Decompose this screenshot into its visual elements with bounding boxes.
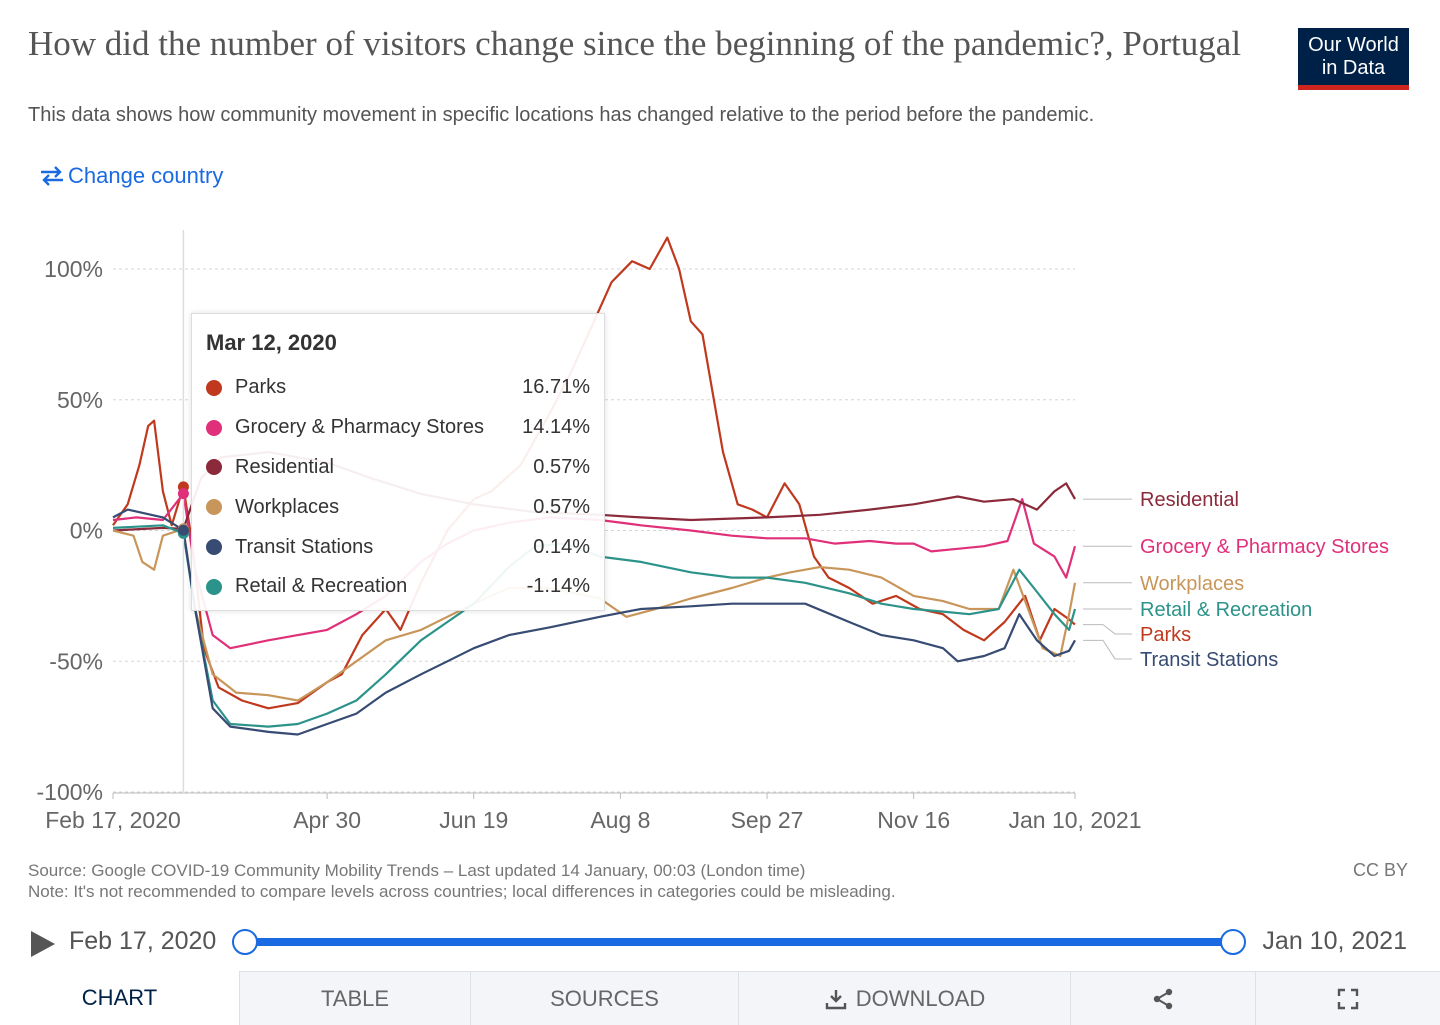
tooltip-series-value: 14.14% — [522, 416, 590, 439]
chart-subtitle: This data shows how community movement i… — [28, 104, 1095, 126]
change-country-button[interactable]: Change country — [38, 163, 223, 189]
series-end-label-transit[interactable]: Transit Stations — [1140, 649, 1278, 671]
timeline-end-label: Jan 10, 2021 — [1262, 927, 1407, 955]
series-dot — [206, 379, 222, 396]
series-end-label-parks[interactable]: Parks — [1140, 624, 1191, 646]
tab-bar: CHART TABLE SOURCES DOWNLOAD — [0, 971, 1440, 1025]
tooltip-series-name: Transit Stations — [235, 535, 374, 558]
series-end-label-retail[interactable]: Retail & Recreation — [1140, 599, 1312, 621]
series-dot — [206, 578, 222, 595]
series-end-label-grocery[interactable]: Grocery & Pharmacy Stores — [1140, 536, 1389, 558]
tooltip-row: Residential 0.57% — [206, 448, 590, 488]
tooltip-series-value: -1.14% — [526, 575, 590, 598]
license-link[interactable]: CC BY — [1352, 860, 1408, 880]
hover-tooltip: Mar 12, 2020 Parks 16.71% Grocery & Pharma… — [191, 313, 605, 611]
line-chart[interactable]: 100% 50% 0% -50% -100% Feb 17, 2020 Apr 30 Jun… — [0, 210, 1440, 850]
x-tick-label: Aug 8 — [590, 807, 650, 833]
series-end-label-residential[interactable]: Residential — [1140, 489, 1239, 511]
tooltip-row: Transit Stations 0.14% — [206, 527, 590, 567]
hover-dot-grocery — [177, 488, 189, 500]
tooltip-series-name: Retail & Recreation — [235, 575, 408, 598]
timeline[interactable]: Feb 17, 2020 Jan 10, 2021 — [0, 920, 1440, 964]
y-axis-ticks: 100% 50% 0% -50% -100% — [37, 256, 103, 805]
y-tick-label: 50% — [57, 387, 103, 413]
tooltip-series-value: 0.57% — [533, 495, 590, 518]
timeline-track[interactable] — [245, 938, 1232, 946]
x-tick-label: Sep 27 — [731, 807, 804, 833]
timeline-start-handle[interactable] — [232, 929, 258, 955]
logo-line-1: Our World — [1308, 34, 1399, 56]
series-dot — [206, 459, 222, 476]
share-button[interactable] — [1070, 971, 1255, 1025]
series-dot — [206, 499, 222, 516]
y-tick-label: 0% — [70, 518, 103, 544]
y-tick-label: -50% — [49, 648, 103, 674]
tooltip-date: Mar 12, 2020 — [206, 330, 337, 355]
tab-table[interactable]: TABLE — [239, 971, 470, 1025]
series-end-label-workplaces[interactable]: Workplaces — [1140, 573, 1244, 595]
x-tick-label: Apr 30 — [293, 807, 361, 833]
source-note: Source: Google COVID-19 Community Mobili… — [28, 860, 896, 902]
source-text: Source: Google COVID-19 Community Mobili… — [28, 861, 806, 880]
note-text: Note: It's not recommended to compare le… — [28, 882, 896, 901]
play-icon[interactable] — [31, 931, 55, 957]
tooltip-series-value: 0.14% — [533, 535, 590, 558]
tab-chart[interactable]: CHART — [0, 971, 239, 1025]
tooltip-row: Grocery & Pharmacy Stores 14.14% — [206, 408, 590, 448]
share-icon — [1153, 988, 1173, 1009]
series-dot — [206, 539, 222, 556]
swap-arrows-icon — [41, 166, 63, 186]
label-connector — [1083, 639, 1132, 660]
timeline-end-handle[interactable] — [1220, 929, 1246, 955]
tooltip-series-value: 0.57% — [533, 455, 590, 478]
series-dot — [206, 419, 222, 436]
timeline-start-label: Feb 17, 2020 — [69, 927, 217, 955]
series-end-labels[interactable]: Residential Grocery & Pharmacy Stores Work… — [1083, 489, 1389, 671]
tooltip-rows: Parks 16.71% Grocery & Pharmacy Stores 14.1… — [206, 368, 590, 607]
tab-sources[interactable]: SOURCES — [470, 971, 738, 1025]
label-connector — [1083, 624, 1132, 635]
x-tick-label: Jan 10, 2021 — [1008, 807, 1141, 833]
chart-title: How did the number of visitors change si… — [28, 24, 1242, 63]
x-tick-label: Nov 16 — [877, 807, 950, 833]
tooltip-series-value: 16.71% — [522, 376, 590, 399]
owid-logo[interactable]: Our World in Data — [1298, 28, 1409, 90]
x-tick-label: Feb 17, 2020 — [45, 807, 181, 833]
y-tick-label: -100% — [37, 779, 103, 805]
tooltip-series-name: Residential — [235, 455, 334, 478]
tooltip-series-name: Workplaces — [235, 495, 340, 518]
fullscreen-button[interactable] — [1255, 971, 1440, 1025]
series-line-grocery[interactable] — [112, 492, 1077, 650]
x-tick-label: Jun 19 — [439, 807, 508, 833]
y-tick-label: 100% — [44, 256, 103, 282]
series-line-transit[interactable] — [112, 508, 1076, 736]
change-country-label: Change country — [68, 163, 224, 188]
x-axis-ticks: Feb 17, 2020 Apr 30 Jun 19 Aug 8 Sep 27 Nov 1… — [45, 792, 1142, 833]
tooltip-series-name: Parks — [235, 376, 287, 399]
fullscreen-icon — [1337, 988, 1359, 1009]
tooltip-row: Retail & Recreation -1.14% — [206, 567, 590, 607]
tooltip-row: Parks 16.71% — [206, 368, 590, 408]
logo-line-2: in Data — [1321, 57, 1386, 79]
hover-dot-transit — [177, 524, 189, 536]
tooltip-series-name: Grocery & Pharmacy Stores — [235, 416, 484, 439]
hover-indicator — [177, 230, 189, 792]
tooltip-row: Workplaces 0.57% — [206, 487, 590, 527]
tab-download[interactable]: DOWNLOAD — [738, 971, 1070, 1025]
download-icon — [825, 989, 846, 1009]
download-label: DOWNLOAD — [855, 985, 986, 1011]
